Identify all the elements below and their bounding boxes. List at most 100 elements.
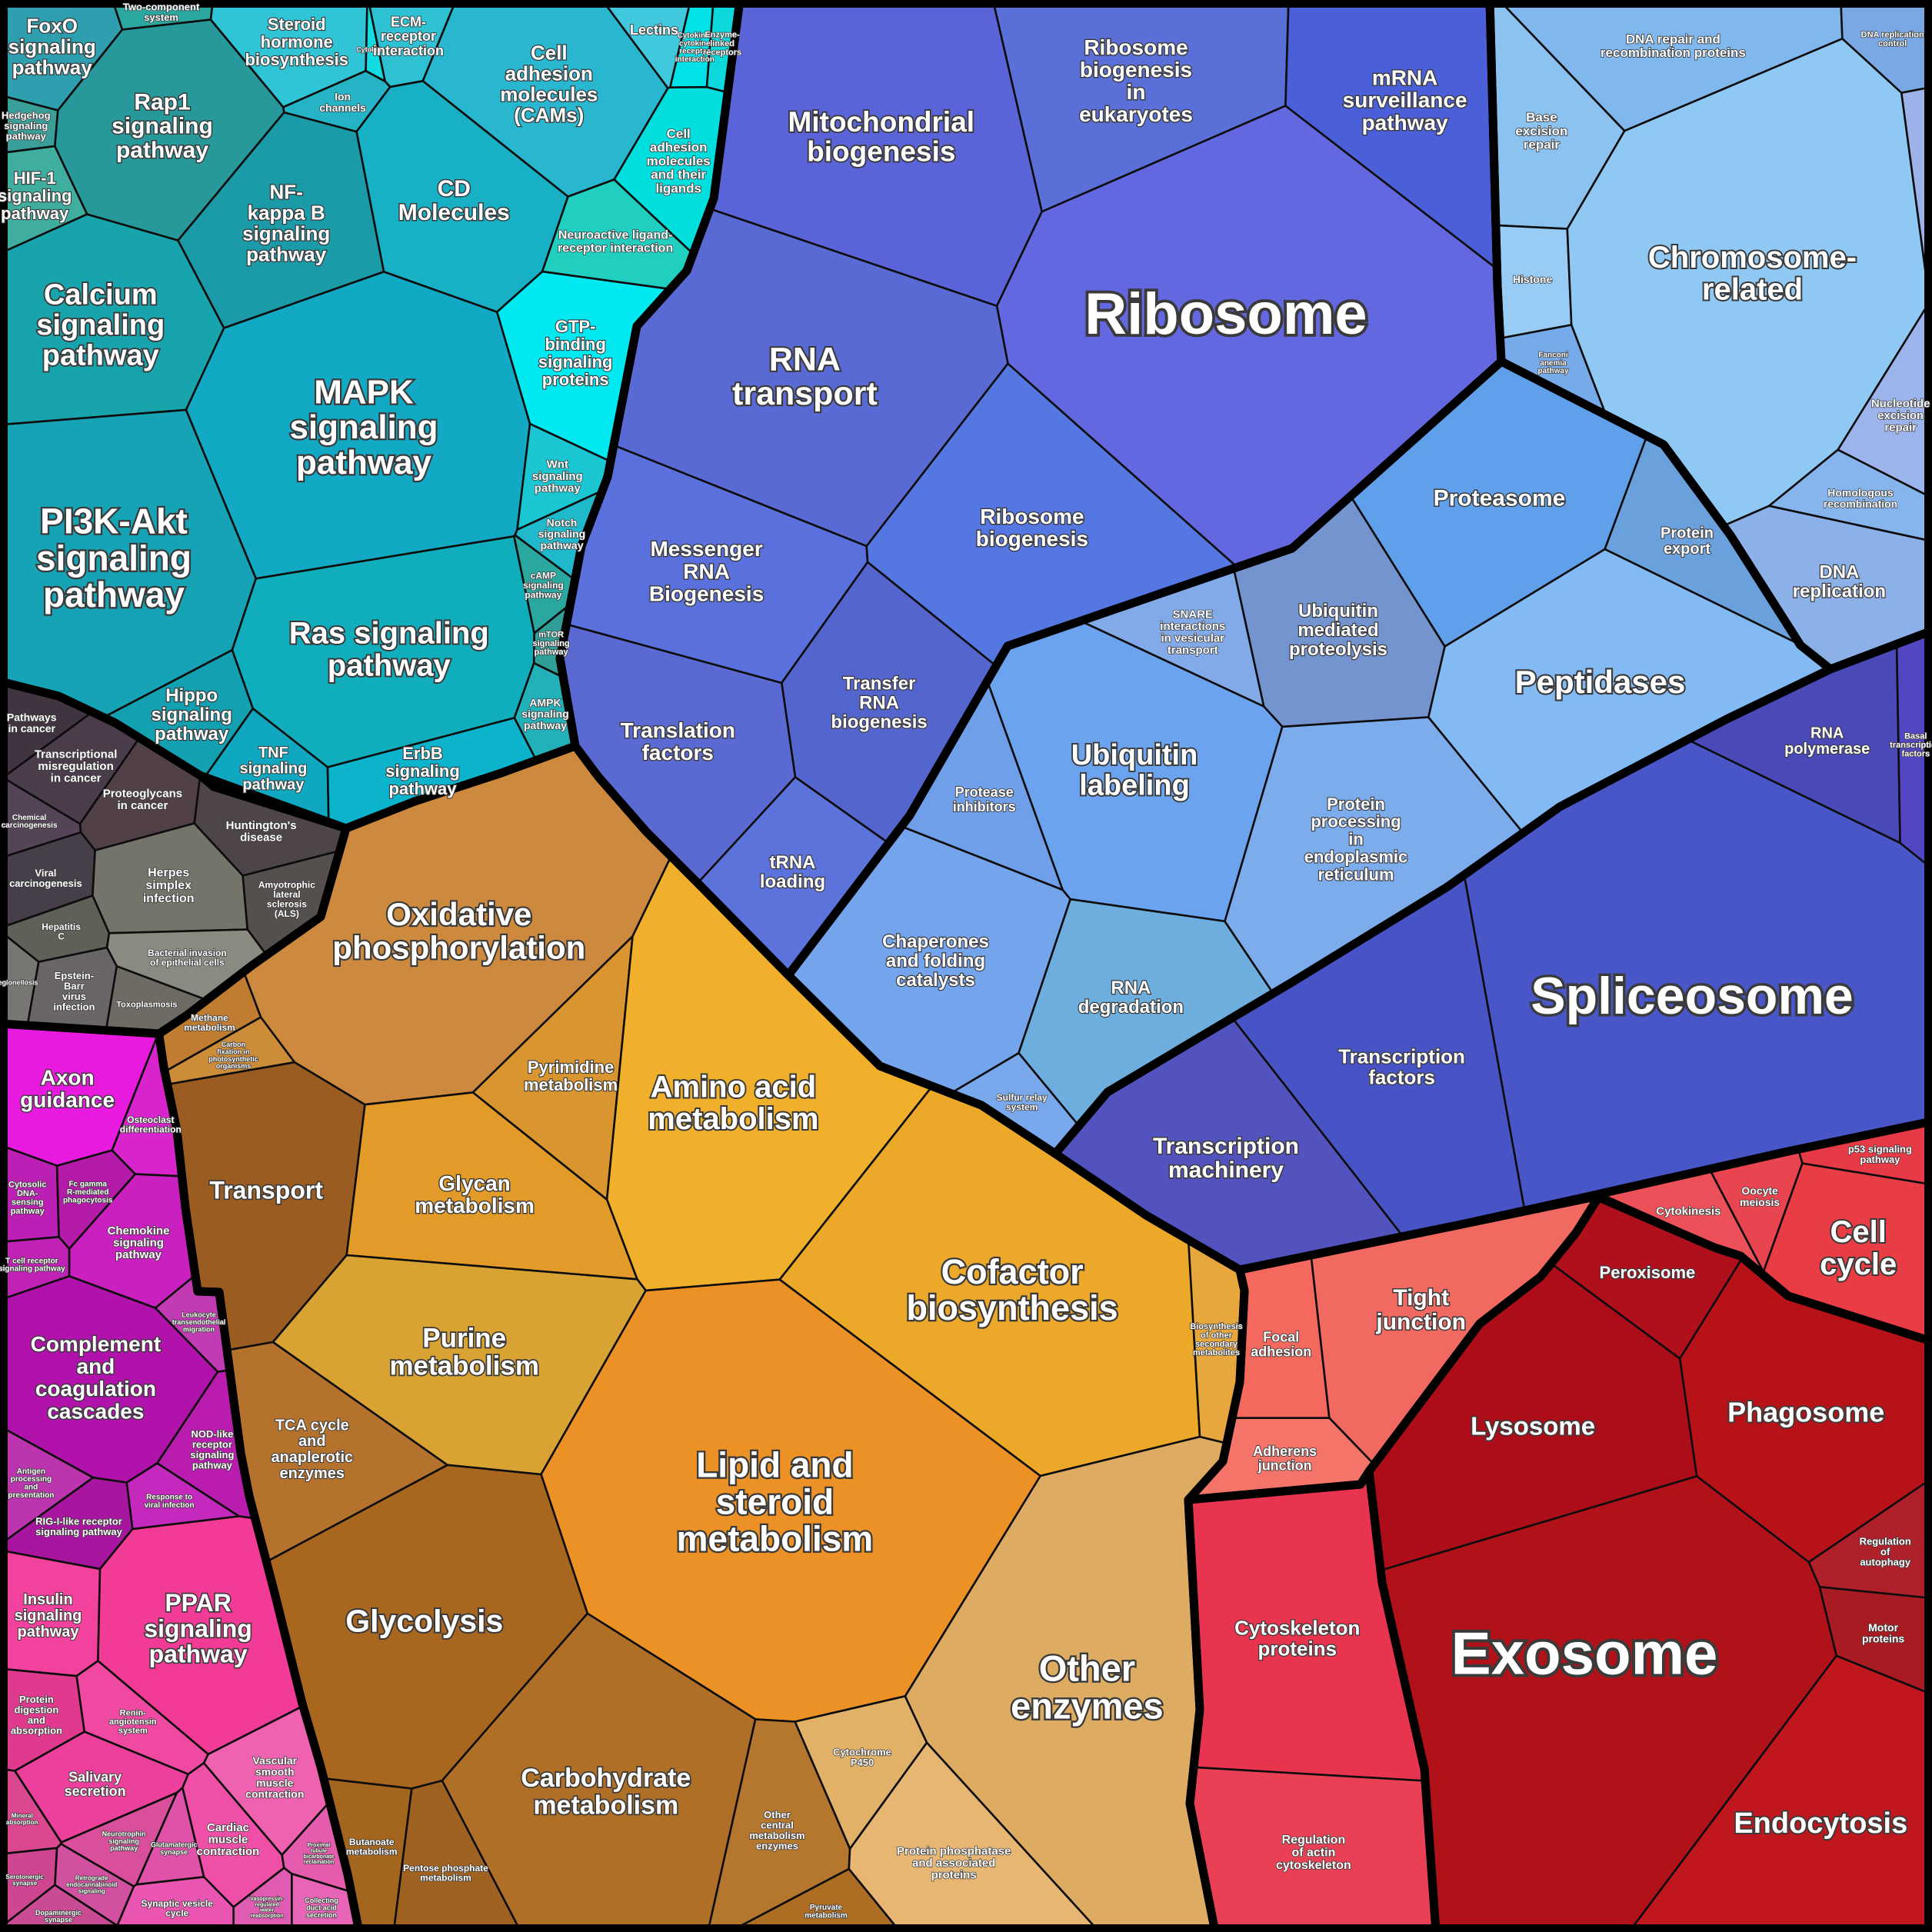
svg-text:Exosome: Exosome bbox=[1451, 1620, 1718, 1687]
svg-text:Transport: Transport bbox=[209, 1176, 323, 1204]
svg-text:Lysosome: Lysosome bbox=[1471, 1411, 1595, 1440]
svg-text:Proteasome: Proteasome bbox=[1434, 486, 1566, 511]
svg-text:Spliceosome: Spliceosome bbox=[1531, 967, 1854, 1025]
svg-text:Histone: Histone bbox=[1513, 273, 1553, 285]
svg-text:Phagosome: Phagosome bbox=[1727, 1397, 1884, 1428]
svg-text:Ribosome: Ribosome bbox=[1084, 281, 1367, 347]
svg-text:Glycolysis: Glycolysis bbox=[345, 1603, 503, 1638]
svg-text:Neuroactive ligand-receptor in: Neuroactive ligand-receptor interaction bbox=[558, 229, 673, 255]
svg-text:Toxoplasmosis: Toxoplasmosis bbox=[116, 1001, 177, 1010]
svg-text:Cytokines: Cytokines bbox=[356, 45, 389, 53]
svg-text:Basaltranscriptionfactors: Basaltranscriptionfactors bbox=[1890, 732, 1932, 759]
svg-text:Endocytosis: Endocytosis bbox=[1734, 1807, 1907, 1840]
